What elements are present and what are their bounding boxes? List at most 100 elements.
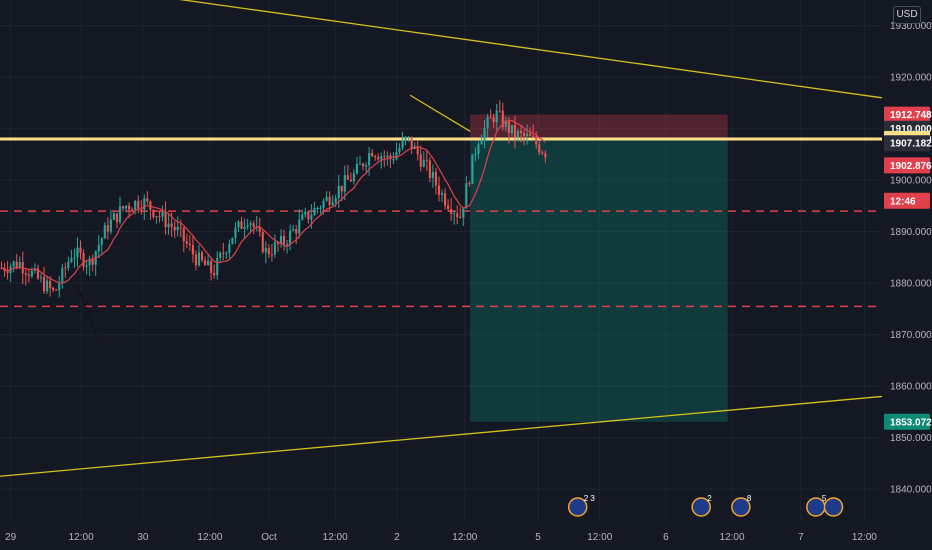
- candle-body: [70, 258, 73, 262]
- candle-body: [27, 274, 30, 277]
- candle-body: [513, 125, 517, 138]
- price-tag: [884, 135, 930, 152]
- candle-body: [39, 277, 43, 279]
- candle-body: [428, 160, 431, 178]
- x-tick-label: 12:00: [197, 532, 222, 543]
- candle-body: [137, 200, 140, 209]
- candle-body: [225, 252, 228, 254]
- candle-body: [337, 185, 340, 199]
- candle-body: [61, 267, 64, 284]
- horizontal-levels: [0, 137, 882, 308]
- price-axis[interactable]: [882, 0, 932, 520]
- candle-body: [82, 253, 85, 267]
- candle-body: [383, 156, 386, 158]
- candle-body: [440, 193, 444, 195]
- candle-body: [522, 132, 526, 137]
- y-tick-label: 1870.000: [890, 330, 932, 341]
- candle-body: [295, 229, 298, 234]
- time-axis[interactable]: [0, 520, 932, 550]
- candle-body: [361, 163, 365, 167]
- x-tick-label: Oct: [261, 532, 277, 543]
- x-tick-label: 12:00: [720, 532, 745, 543]
- candle-body: [234, 227, 237, 238]
- candle-body: [164, 211, 167, 228]
- candle-body: [410, 136, 413, 150]
- event-count-badge: 2 3: [584, 494, 596, 503]
- candle-body: [179, 226, 182, 228]
- candle-body: [380, 156, 383, 160]
- candle-body: [243, 226, 246, 229]
- candle-body: [76, 247, 79, 258]
- candle-body: [346, 175, 349, 180]
- candle-body: [194, 254, 198, 266]
- candle-body: [316, 207, 319, 209]
- candle-body: [343, 175, 346, 192]
- candle-body: [444, 193, 447, 206]
- price-tag-label: 1910.000: [890, 124, 932, 135]
- candle-body: [334, 198, 337, 203]
- candle-body: [486, 117, 489, 129]
- event-count-badge: 8: [747, 494, 752, 503]
- candle-body: [64, 267, 67, 269]
- candle-body: [368, 152, 371, 166]
- candle-body: [52, 287, 55, 290]
- candle-body: [264, 247, 267, 253]
- candle-body: [210, 260, 213, 273]
- event-markers: 2 3 2 8 5: [567, 494, 844, 517]
- candle-body: [489, 117, 492, 119]
- candle-body: [36, 268, 40, 279]
- candle-body: [261, 231, 264, 253]
- economic-event-icon: [731, 497, 751, 517]
- candle-body: [24, 273, 27, 275]
- candle-body: [289, 230, 292, 245]
- candle-body: [541, 152, 544, 154]
- candle-body: [459, 217, 462, 219]
- candle-body: [529, 133, 532, 136]
- currency-button[interactable]: USD: [893, 6, 921, 24]
- candle-body: [131, 209, 134, 211]
- candle-body: [91, 258, 94, 265]
- candle-body: [471, 154, 474, 184]
- price-tag-label: 1907.182: [890, 139, 932, 150]
- candle-body: [103, 225, 106, 239]
- candle-body: [246, 225, 249, 227]
- candle-body: [416, 146, 419, 155]
- candle-body: [331, 202, 334, 205]
- candle-body: [276, 242, 280, 244]
- candle-body: [535, 136, 538, 145]
- candle-body: [377, 157, 380, 160]
- candle-body: [42, 277, 46, 292]
- candle-body: [480, 140, 483, 145]
- candle-body: [310, 215, 313, 220]
- candle-body: [544, 153, 547, 158]
- candle-body: [222, 253, 225, 255]
- candle-body: [301, 214, 304, 220]
- candle-body: [510, 125, 513, 134]
- price-tag-label: 1902.876: [890, 161, 932, 172]
- candle-body: [185, 241, 188, 244]
- candle-body: [507, 120, 510, 134]
- candle-body: [85, 265, 88, 267]
- candle-body: [15, 261, 18, 268]
- candle-body: [173, 226, 176, 231]
- candlesticks: [0, 100, 547, 298]
- stop-loss-zone: [470, 114, 728, 140]
- candle-body: [434, 172, 438, 186]
- candle-body: [325, 196, 328, 201]
- candle-body: [155, 216, 158, 218]
- x-tick-label: 12:00: [452, 532, 477, 543]
- candle-body: [258, 226, 261, 232]
- economic-event-icon: [691, 497, 711, 517]
- price-tag-label: 1853.072: [890, 417, 932, 428]
- candle-body: [167, 223, 170, 228]
- candle-body: [456, 213, 459, 218]
- candle-body: [176, 226, 179, 231]
- candle-body: [106, 225, 109, 232]
- candle-body: [58, 283, 61, 291]
- candle-body: [419, 154, 422, 167]
- candle-body: [146, 198, 149, 202]
- candle-body: [292, 229, 295, 231]
- candle-body: [322, 200, 325, 208]
- candle-body: [100, 238, 103, 245]
